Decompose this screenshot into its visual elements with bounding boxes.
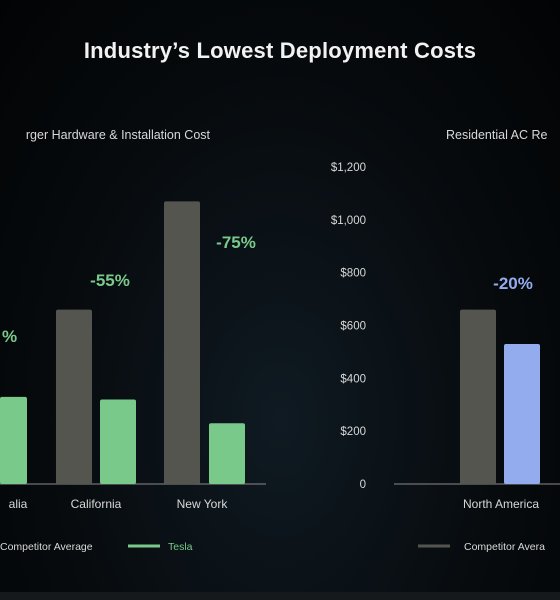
y-tick-label-5: $200 bbox=[340, 426, 366, 438]
right-chart-title: Residential AC Re bbox=[446, 128, 547, 142]
left-legend-competitor-label: Competitor Average bbox=[0, 541, 93, 553]
left-category-label-0: alia bbox=[9, 497, 28, 511]
left-tesla-bar-0 bbox=[0, 396, 27, 484]
left-tesla-bar-2 bbox=[209, 423, 245, 484]
y-tick-label-6: 0 bbox=[360, 479, 366, 491]
bottom-edge-bar bbox=[0, 592, 560, 600]
left-tesla-bar-1 bbox=[100, 399, 136, 484]
left-reduction-label-1: -55% bbox=[90, 271, 130, 290]
left-competitor-bar-1 bbox=[56, 309, 92, 484]
page-title: Industry’s Lowest Deployment Costs bbox=[83, 38, 477, 63]
left-legend-tesla-label: Tesla bbox=[168, 541, 193, 553]
y-tick-label-2: $800 bbox=[340, 268, 366, 280]
right-legend-competitor-label: Competitor Avera bbox=[464, 541, 545, 553]
y-tick-label-4: $400 bbox=[340, 373, 366, 385]
right-tesla-bar-0 bbox=[504, 343, 540, 484]
left-category-label-1: California bbox=[71, 497, 122, 511]
right-reduction-label-0: -20% bbox=[493, 274, 533, 293]
left-competitor-bar-2 bbox=[164, 201, 200, 484]
y-tick-label-1: $1,000 bbox=[331, 215, 366, 227]
right-competitor-bar-0 bbox=[460, 309, 496, 484]
left-reduction-label-0: % bbox=[2, 327, 17, 346]
y-tick-label-3: $600 bbox=[340, 321, 366, 333]
y-tick-label-0: $1,200 bbox=[331, 162, 366, 174]
left-chart-title: rger Hardware & Installation Cost bbox=[26, 128, 211, 142]
right-category-label-0: North America bbox=[463, 497, 539, 511]
left-category-label-2: New York bbox=[177, 497, 229, 511]
left-reduction-label-2: -75% bbox=[216, 233, 256, 252]
